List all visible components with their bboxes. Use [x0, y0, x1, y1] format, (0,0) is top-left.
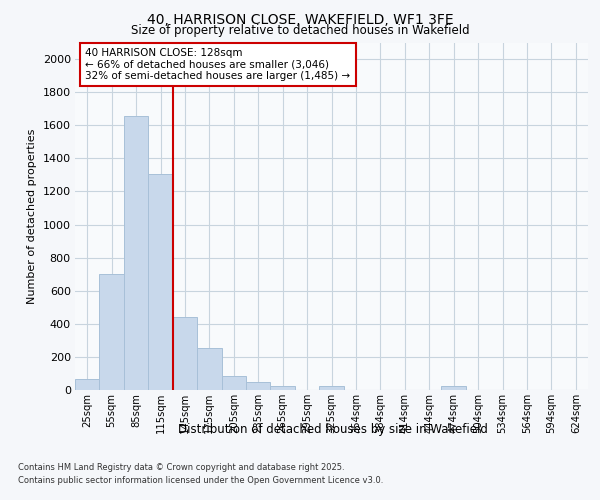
- Bar: [271, 386, 295, 390]
- Text: Contains HM Land Registry data © Crown copyright and database right 2025.: Contains HM Land Registry data © Crown c…: [18, 464, 344, 472]
- Bar: [221, 376, 246, 390]
- Bar: [442, 386, 466, 390]
- Text: Size of property relative to detached houses in Wakefield: Size of property relative to detached ho…: [131, 24, 469, 37]
- Bar: [197, 348, 221, 390]
- Text: 40 HARRISON CLOSE: 128sqm
← 66% of detached houses are smaller (3,046)
32% of se: 40 HARRISON CLOSE: 128sqm ← 66% of detac…: [85, 48, 350, 81]
- Text: Distribution of detached houses by size in Wakefield: Distribution of detached houses by size …: [178, 422, 488, 436]
- Text: Contains public sector information licensed under the Open Government Licence v3: Contains public sector information licen…: [18, 476, 383, 485]
- Y-axis label: Number of detached properties: Number of detached properties: [27, 128, 37, 304]
- Bar: [319, 386, 344, 390]
- Bar: [246, 382, 271, 390]
- Text: 40, HARRISON CLOSE, WAKEFIELD, WF1 3FE: 40, HARRISON CLOSE, WAKEFIELD, WF1 3FE: [146, 12, 454, 26]
- Bar: [100, 274, 124, 390]
- Bar: [173, 317, 197, 390]
- Bar: [124, 116, 148, 390]
- Bar: [148, 174, 173, 390]
- Bar: [75, 379, 100, 390]
